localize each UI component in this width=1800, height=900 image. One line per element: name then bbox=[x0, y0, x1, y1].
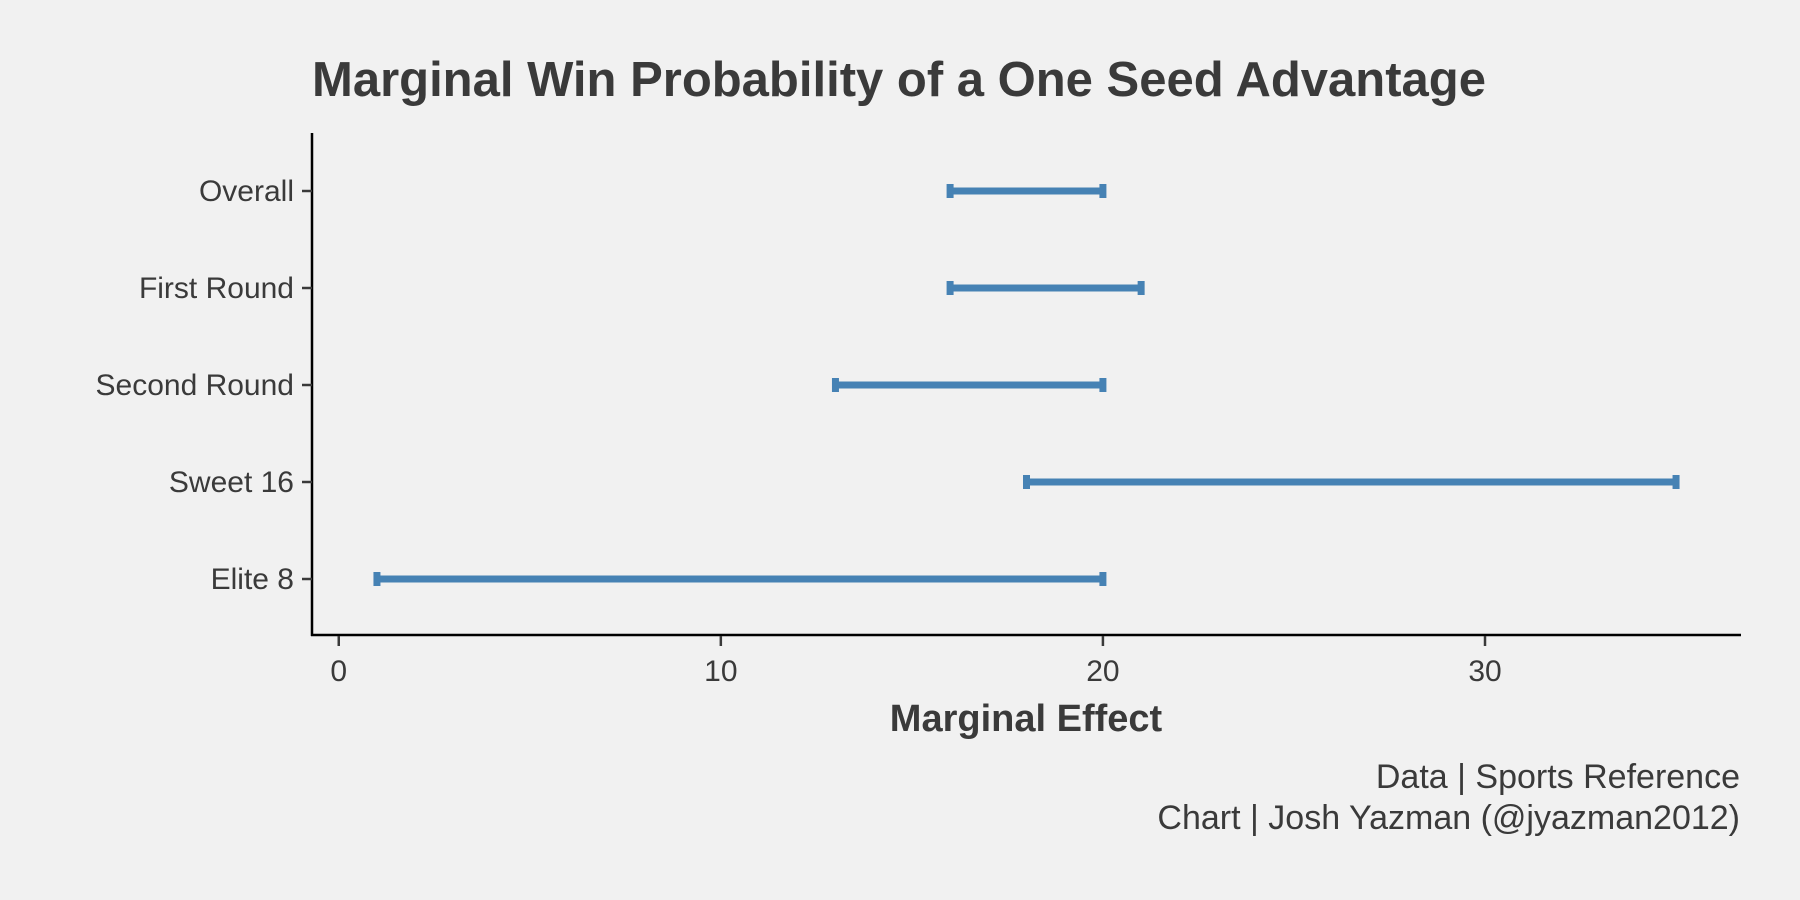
y-tick-label: Sweet 16 bbox=[169, 466, 294, 499]
caption-chart-credit: Chart | Josh Yazman (@jyazman2012) bbox=[1157, 799, 1740, 837]
y-tick-label: Second Round bbox=[96, 369, 295, 402]
chart-title: Marginal Win Probability of a One Seed A… bbox=[312, 53, 1486, 107]
y-tick-label: Elite 8 bbox=[211, 563, 294, 596]
caption-data-source: Data | Sports Reference bbox=[1376, 758, 1740, 796]
x-tick-label: 10 bbox=[704, 655, 737, 688]
x-axis-title: Marginal Effect bbox=[890, 698, 1163, 740]
y-tick-label: First Round bbox=[139, 272, 294, 305]
y-tick-label: Overall bbox=[199, 175, 294, 208]
intervals bbox=[373, 184, 1680, 586]
x-tick-label: 30 bbox=[1468, 655, 1501, 688]
x-tick-label: 20 bbox=[1086, 655, 1119, 688]
y-axis: Overall First Round Second Round Sweet 16 El… bbox=[96, 175, 312, 596]
x-tick-label: 0 bbox=[330, 655, 347, 688]
x-axis: 0 10 20 30 bbox=[330, 636, 1502, 688]
